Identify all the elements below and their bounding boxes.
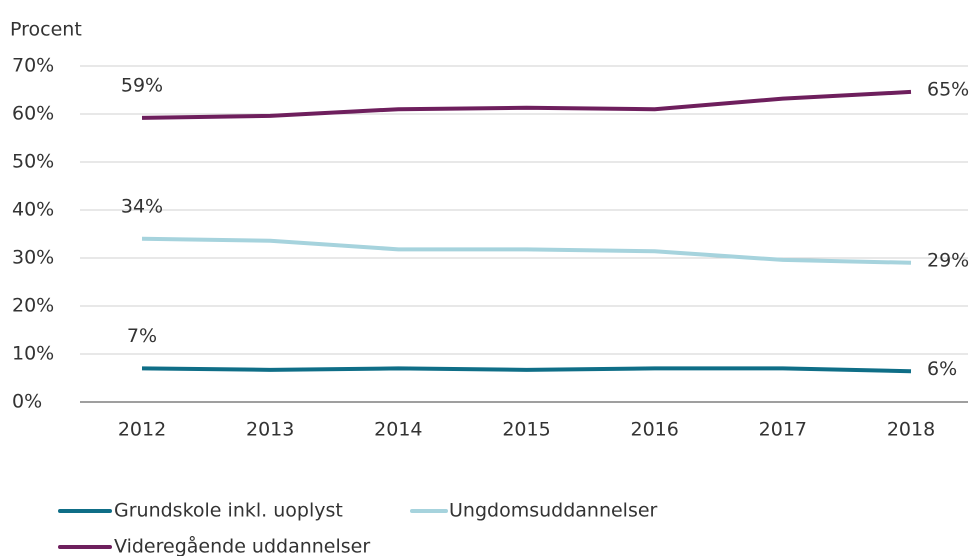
series-line (141, 89, 912, 120)
legend-label: Grundskole inkl. uoplyst (114, 500, 343, 522)
series-line (141, 366, 912, 374)
value-label: 65% (927, 78, 969, 100)
value-label: 6% (927, 358, 957, 380)
legend-label: Ungdomsuddannelser (449, 500, 658, 522)
y-tick-label: 40% (12, 199, 54, 221)
value-label: 34% (121, 195, 163, 217)
y-tick-label: 10% (12, 343, 54, 365)
x-tick-label: 2017 (759, 419, 807, 441)
x-tick-label: 2016 (630, 419, 678, 441)
y-tick-label: 70% (12, 55, 54, 77)
y-axis-label: Procent (10, 19, 82, 41)
x-tick-label: 2014 (374, 419, 422, 441)
y-tick-label: 0% (12, 391, 42, 413)
series-line (141, 236, 912, 265)
value-label: 59% (121, 74, 163, 96)
x-tick-label: 2018 (887, 419, 935, 441)
x-tick-label: 2012 (118, 419, 166, 441)
legend-label: Videregående uddannelser (114, 535, 370, 556)
y-tick-label: 60% (12, 103, 54, 125)
x-tick-label: 2013 (246, 419, 294, 441)
y-tick-label: 50% (12, 151, 54, 173)
x-tick-label: 2015 (502, 419, 550, 441)
value-label: 7% (127, 325, 157, 347)
y-tick-label: 30% (12, 247, 54, 269)
value-label: 29% (927, 249, 969, 271)
y-tick-label: 20% (12, 295, 54, 317)
